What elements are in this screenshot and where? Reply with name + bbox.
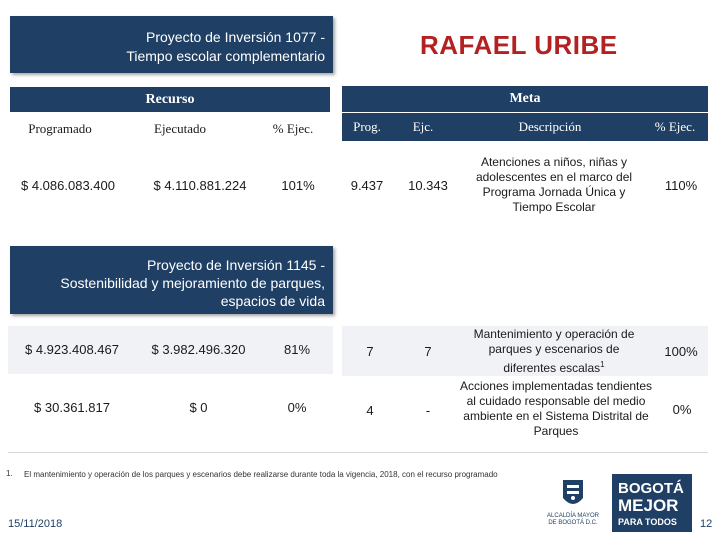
bogota-mejor-logo: BOGOTÁ MEJOR PARA TODOS <box>612 474 692 532</box>
row2-background-right <box>342 326 708 376</box>
alcaldia-logo: ALCALDÍA MAYOR DE BOGOTÁ D.C. <box>546 478 600 530</box>
header-descripcion: Descripción <box>518 119 582 134</box>
meta-label: Meta <box>509 91 541 106</box>
project2-title-line2: Sostenibilidad y mejoramiento de parques… <box>60 275 325 291</box>
recurso-label: Recurso <box>145 91 195 107</box>
para-todos-text: PARA TODOS <box>618 517 677 527</box>
row2-ejc: 7 <box>424 343 432 359</box>
row2-background-left <box>8 326 333 374</box>
row1-prog: 9.437 <box>350 177 384 193</box>
row3-ejecutado: $ 0 <box>189 399 208 415</box>
header-pct-ejec-meta: % Ejec. <box>654 119 696 134</box>
row2-ejecutado: $ 3.982.496.320 <box>151 341 246 357</box>
footnote-divider <box>8 452 708 453</box>
row2-descripcion: Mantenimiento y operación de parques y e… <box>473 326 635 375</box>
header-programado: Programado <box>28 121 92 136</box>
alcaldia-line1: ALCALDÍA MAYOR <box>547 513 599 519</box>
row2-prog: 7 <box>366 343 374 359</box>
meta-column-headers <box>342 113 708 141</box>
project2-title-line1: Proyecto de Inversión 1145 - <box>147 257 325 273</box>
header-ejecutado: Ejecutado <box>154 121 206 136</box>
row1-programado: $ 4.086.083.400 <box>21 177 115 193</box>
row1-pct: 101% <box>281 177 315 193</box>
footnote-number: 1. <box>6 469 13 478</box>
footer-date: 15/11/2018 <box>8 518 63 530</box>
row1-descripcion: Atenciones a niños, niñas y adolescentes… <box>475 155 633 214</box>
header-prog: Prog. <box>353 119 381 134</box>
header-ejc: Ejc. <box>412 119 434 134</box>
row3-pct-meta: 0% <box>672 401 692 417</box>
recurso-header: Recurso <box>10 87 330 112</box>
crest-icon <box>563 480 583 504</box>
row1-pct-meta: 110% <box>664 177 698 193</box>
project2-title-box: Proyecto de Inversión 1145 - Sostenibili… <box>10 246 333 314</box>
row2-pct: 81% <box>283 341 311 357</box>
row3-ejc: - <box>425 402 431 418</box>
header-pct-ejec: % Ejec. <box>272 121 314 136</box>
row3-programado: $ 30.361.817 <box>34 399 110 415</box>
row2-footnote-mark: 1 <box>600 359 605 369</box>
project1-title-line2: Tiempo escolar complementario <box>126 48 325 64</box>
footnote-text: El mantenimiento y operación de los parq… <box>24 470 498 479</box>
locality-title: RAFAEL URIBE <box>420 30 618 60</box>
mejor-logo-text: MEJOR <box>618 496 679 515</box>
bogota-logo-text: BOGOTÁ <box>618 480 684 497</box>
row2-descripcion-cell: Mantenimiento y operación de parques y e… <box>464 327 644 375</box>
row3-descripcion: Acciones implementadas tendientes al cui… <box>459 379 653 438</box>
meta-header: Meta <box>342 86 708 112</box>
project1-title-line1: Proyecto de Inversión 1077 - <box>146 29 325 45</box>
page-number: 12 <box>700 518 713 530</box>
row3-pct: 0% <box>287 399 307 415</box>
row1-ejecutado: $ 4.110.881.224 <box>153 177 247 193</box>
row3-prog: 4 <box>366 402 374 418</box>
alcaldia-line2: DE BOGOTÁ D.C. <box>548 520 598 526</box>
row2-programado: $ 4.923.408.467 <box>25 341 119 357</box>
project2-title-line3: espacios de vida <box>220 293 325 309</box>
row2-pct-meta: 100% <box>664 343 698 359</box>
project1-title-box: Proyecto de Inversión 1077 - Tiempo esco… <box>10 16 333 73</box>
row1-ejc: 10.343 <box>408 177 448 193</box>
